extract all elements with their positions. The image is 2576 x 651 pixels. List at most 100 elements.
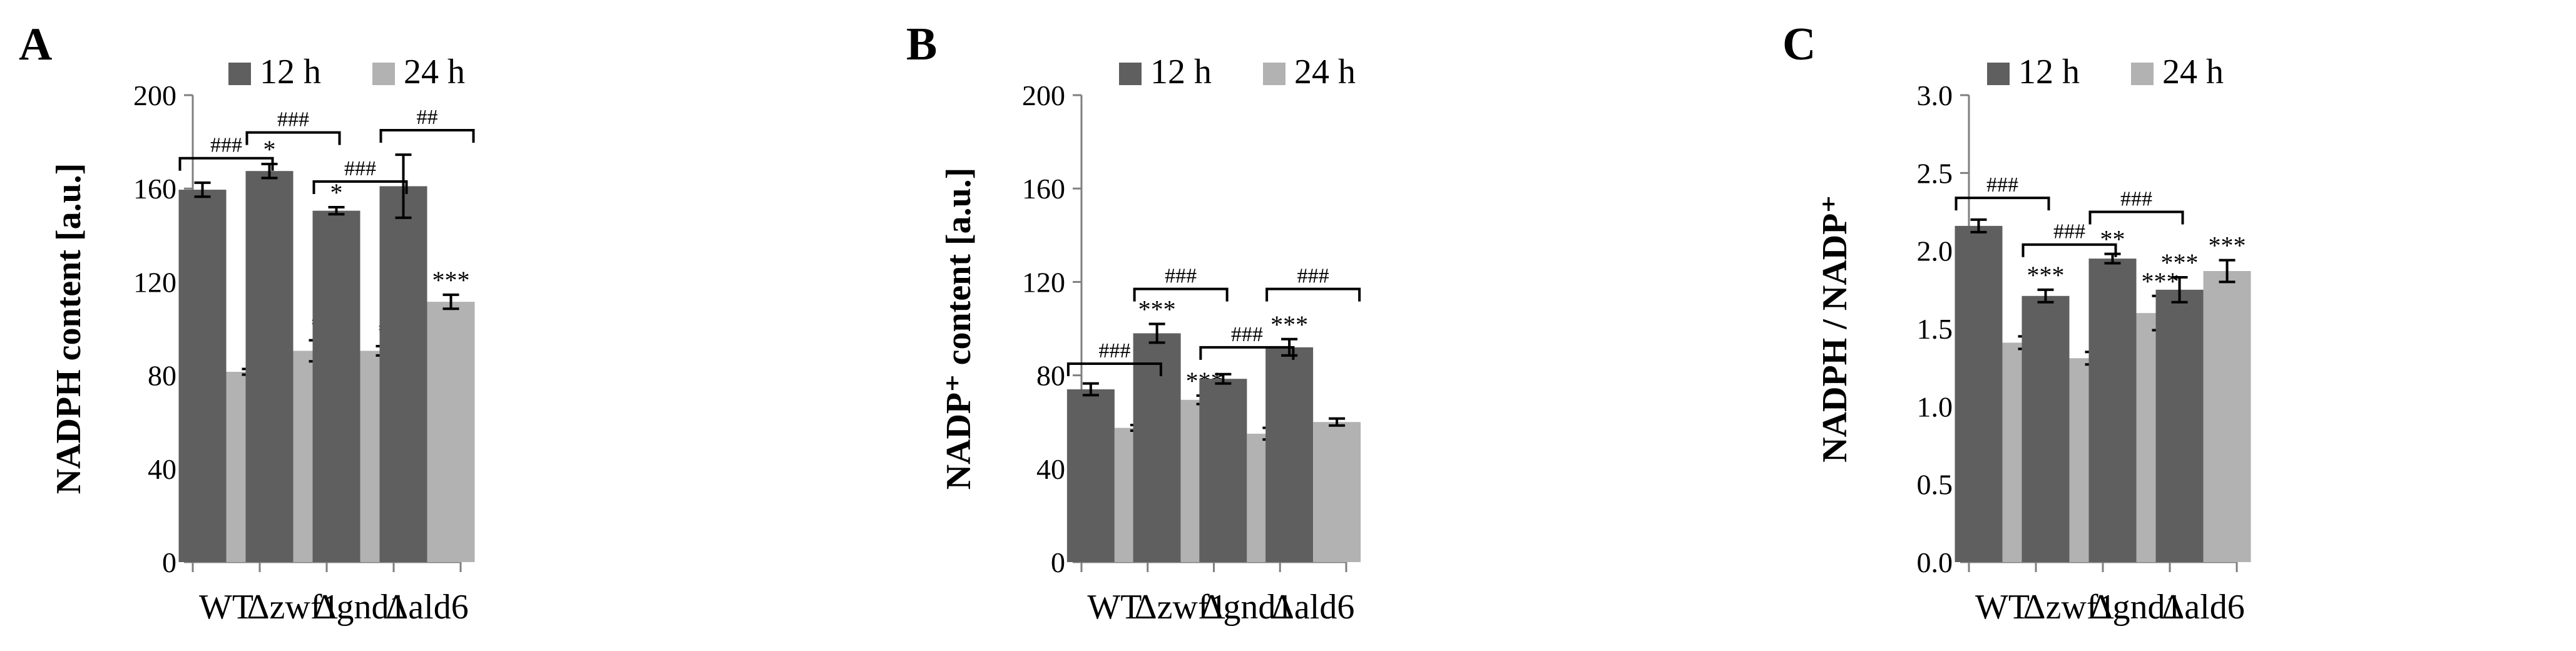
bar-12h (1199, 379, 1247, 562)
significance-mark: *** (2209, 232, 2246, 260)
x-tick-label: Δald6 (386, 588, 468, 627)
x-tick-label: Δzwf1 (1135, 588, 1227, 627)
bar-12h (312, 210, 360, 562)
significance-bracket (379, 128, 475, 143)
y-tick-label: 80 (148, 360, 176, 392)
bracket-label: ### (277, 108, 309, 131)
y-tick-label: 1.0 (1917, 391, 1953, 423)
legend-label: 12 h (260, 53, 321, 91)
significance-bracket (312, 180, 408, 195)
y-tick-label: 200 (133, 79, 176, 111)
y-axis-label: NADPH / NADP⁺ (1816, 195, 1854, 463)
significance-mark: *** (1270, 310, 1308, 339)
significance-mark: * (330, 178, 343, 207)
bar-12h (2021, 295, 2070, 562)
significance-bracket (245, 131, 341, 145)
legend-label: 24 h (404, 53, 465, 91)
significance-bracket (2021, 243, 2117, 257)
significance-mark: *** (432, 266, 470, 294)
x-tick-label: Δald6 (2162, 588, 2244, 627)
legend: 12 h 24 h (1987, 53, 2224, 91)
chart-panel-a: A 0 40 80 120 160 200 NADPH content [a.u.] WT * * Δ… (19, 19, 475, 627)
legend: 12 h 24 h (228, 53, 465, 91)
x-tick-label: Δzwf1 (247, 588, 340, 627)
bar-24h (427, 302, 475, 562)
bracket-label: ### (1165, 265, 1197, 288)
bar-12h (2155, 289, 2204, 562)
significance-bracket (1955, 197, 2050, 211)
x-tick-label: WT (199, 588, 253, 627)
bar-12h (245, 171, 294, 563)
y-tick-label: 160 (133, 173, 176, 205)
y-axis-label: NADP⁺ content [a.u.] (939, 168, 978, 490)
legend-label: 24 h (1294, 53, 1356, 91)
legend-swatch-12h (228, 63, 251, 85)
significance-mark: *** (1138, 295, 1176, 324)
bracket-label: ### (210, 134, 242, 157)
x-tick-label: Δzwf1 (2023, 588, 2116, 627)
x-tick-label: Δgnd1 (314, 588, 406, 627)
y-tick-label: 0.0 (1917, 546, 1953, 578)
y-tick-label: 80 (1036, 360, 1065, 392)
x-tick-label: Δgnd1 (2090, 588, 2182, 627)
bracket-label: ### (1986, 173, 2018, 197)
y-tick-label: 0 (162, 546, 176, 578)
y-tick-label: 0.5 (1917, 469, 1953, 501)
significance-bracket (178, 156, 274, 171)
significance-bracket (1199, 346, 1295, 360)
significance-mark: *** (2161, 249, 2199, 277)
y-tick-label: 2.0 (1917, 235, 1953, 267)
legend-label: 24 h (2162, 53, 2224, 91)
legend-swatch-24h (1263, 63, 1285, 85)
bar-24h (1313, 422, 1361, 562)
bracket-label: ## (417, 106, 438, 129)
x-tick-label: WT (1975, 588, 2030, 627)
y-tick-label: 200 (1022, 79, 1065, 111)
legend-swatch-12h (1987, 63, 2010, 85)
significance-bracket (1133, 287, 1229, 302)
significance-mark: * (263, 135, 276, 163)
bracket-label: ### (344, 157, 376, 180)
bar-12h (2088, 259, 2137, 562)
y-tick-label: 40 (1036, 453, 1065, 485)
bar-12h (1133, 333, 1181, 562)
significance-bracket (1066, 362, 1162, 376)
y-tick-label: 2.5 (1917, 157, 1953, 189)
y-tick-label: 40 (148, 453, 176, 485)
significance-mark: ** (2100, 225, 2125, 254)
bracket-label: ### (2120, 188, 2152, 211)
panel-letter: A (19, 19, 52, 70)
legend-swatch-24h (2131, 63, 2154, 85)
x-tick-label: WT (1087, 588, 1142, 627)
legend-label: 12 h (1150, 53, 1212, 91)
significance-bracket (2088, 210, 2184, 225)
chart-panel-b: B 0 40 80 120 160 200 NADP⁺ content [a.u.] WT ***… (906, 19, 1361, 627)
bar-12h (1066, 389, 1115, 562)
y-tick-label: 0 (1051, 546, 1065, 578)
y-tick-label: 120 (133, 266, 176, 298)
significance-bracket (1265, 287, 1361, 302)
bar-24h (2203, 270, 2251, 562)
bar-12h (1955, 225, 2003, 562)
legend-swatch-12h (1119, 63, 1142, 85)
y-tick-label: 3.0 (1917, 79, 1953, 111)
bracket-label: ### (1297, 265, 1329, 288)
legend: 12 h 24 h (1119, 53, 1356, 91)
x-tick-label: Δald6 (1272, 588, 1354, 627)
y-tick-label: 1.5 (1917, 313, 1953, 345)
y-axis-label: NADPH content [a.u.] (49, 163, 88, 495)
panel-letter: C (1782, 19, 1816, 70)
y-tick-label: 120 (1022, 266, 1065, 298)
panel-letter: B (906, 19, 937, 70)
legend-label: 12 h (2018, 53, 2080, 91)
bar-12h (178, 190, 227, 562)
bar-12h (379, 186, 427, 563)
bracket-label: ### (1231, 323, 1263, 346)
bracket-label: ### (2053, 220, 2085, 243)
bracket-label: ### (1098, 339, 1130, 362)
significance-mark: *** (2027, 261, 2065, 289)
y-tick-label: 160 (1022, 173, 1065, 205)
bar-12h (1265, 347, 1314, 562)
